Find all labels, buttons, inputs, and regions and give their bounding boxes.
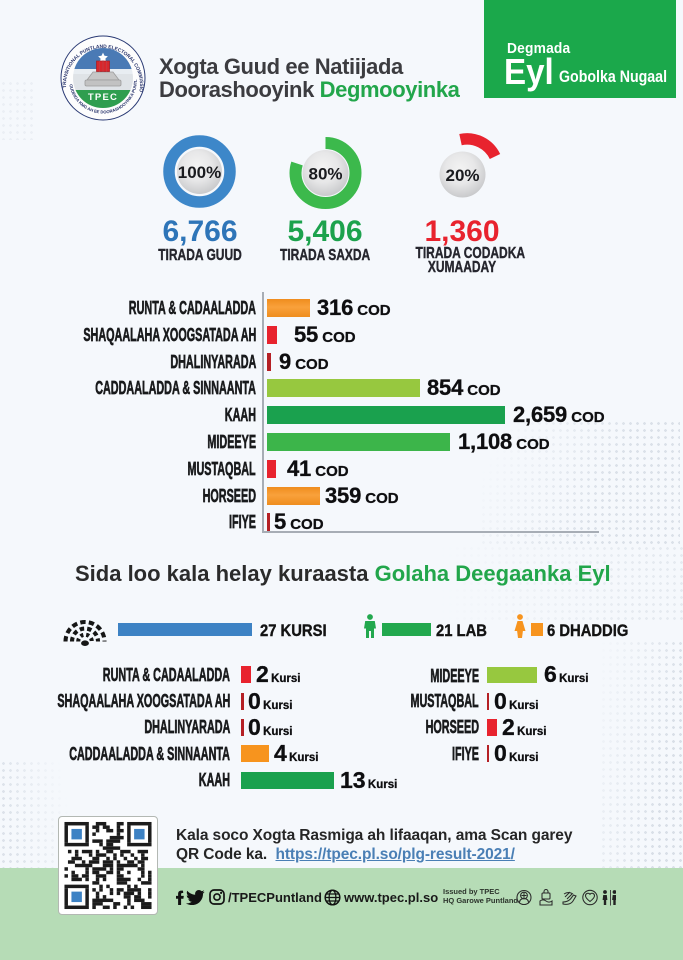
svg-text:100%: 100% (178, 163, 221, 182)
svg-text:TPEC: TPEC (88, 92, 118, 103)
svg-text:20%: 20% (445, 166, 479, 185)
svg-text:80%: 80% (308, 165, 342, 184)
